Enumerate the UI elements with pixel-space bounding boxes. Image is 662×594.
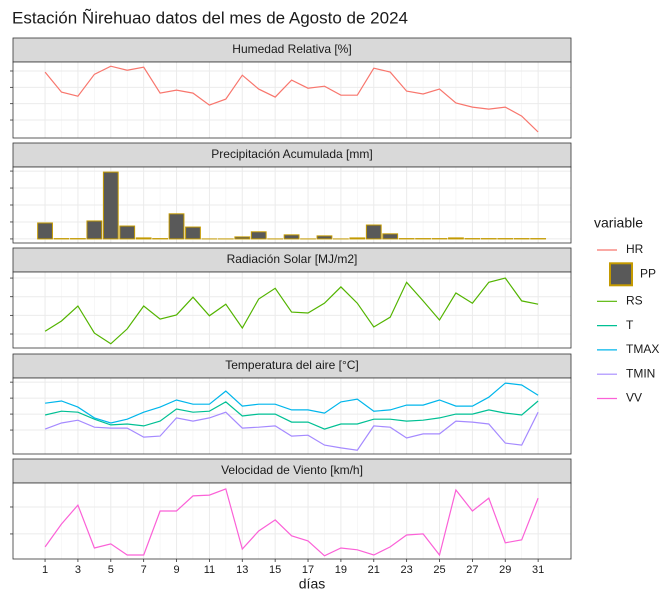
panel [13, 378, 571, 454]
x-tick-label: 31 [532, 564, 544, 576]
strip-label: Precipitación Acumulada [mm] [211, 147, 372, 161]
bar [382, 233, 399, 240]
x-tick-label: 15 [269, 564, 281, 576]
strip-label: Radiación Solar [MJ/m2] [227, 252, 358, 266]
line [45, 382, 539, 424]
panel-border [12, 271, 572, 349]
bar [365, 224, 382, 240]
x-tick-label: 21 [368, 564, 380, 576]
strip [12, 247, 572, 273]
x-tick-label: 7 [141, 564, 147, 576]
legend-label: T [626, 318, 634, 332]
legend-label: RS [626, 293, 643, 307]
panel [13, 62, 571, 138]
line [44, 65, 539, 133]
bar [283, 234, 300, 240]
legend-label: TMAX [626, 342, 659, 356]
x-tick-label: 29 [499, 564, 511, 576]
panel [13, 272, 571, 348]
x-tick-label: 1 [42, 564, 48, 576]
bar [135, 237, 152, 240]
line [44, 411, 539, 451]
x-tick-label: 5 [108, 564, 114, 576]
x-tick-label: 13 [236, 564, 248, 576]
x-tick-label: 19 [335, 564, 347, 576]
legend-label: TMIN [626, 366, 655, 380]
legend-label: PP [640, 266, 656, 280]
panel-border [12, 166, 572, 244]
legend-label: HR [626, 242, 644, 256]
strip-label: Temperatura del aire [°C] [225, 358, 359, 372]
bar [316, 235, 333, 240]
bar [349, 237, 366, 240]
x-tick-label: 17 [302, 564, 314, 576]
panel-border [12, 61, 572, 139]
x-tick-label: 25 [433, 564, 445, 576]
x-axis-label: días [299, 576, 325, 592]
bar [102, 171, 119, 240]
x-tick-label: 27 [466, 564, 478, 576]
line [44, 277, 539, 345]
line [44, 400, 539, 430]
strip [12, 37, 572, 63]
panel-border [12, 377, 572, 455]
strip [12, 142, 572, 168]
bar [37, 222, 53, 240]
legend-title: variable [594, 215, 643, 231]
strip [12, 353, 572, 379]
bar [185, 226, 201, 240]
strip [12, 458, 572, 484]
strip-label: Humedad Relativa [%] [232, 42, 351, 56]
strip-label: Velocidad de Viento [km/h] [221, 463, 363, 477]
panel-border [12, 482, 572, 560]
x-tick-label: 23 [401, 564, 413, 576]
bar [168, 213, 185, 240]
legend-label: VV [626, 391, 642, 405]
x-tick-label: 3 [75, 564, 81, 576]
chart-title: Estación Ñirehuao datos del mes de Agost… [12, 8, 408, 27]
legend-key [609, 262, 633, 287]
line [44, 488, 539, 557]
panel [13, 483, 571, 559]
x-tick-label: 9 [173, 564, 179, 576]
bar [119, 225, 136, 240]
bar [86, 220, 103, 240]
bar [250, 231, 267, 240]
x-tick-label: 11 [204, 564, 215, 576]
bar [448, 237, 464, 240]
bar [234, 236, 251, 240]
